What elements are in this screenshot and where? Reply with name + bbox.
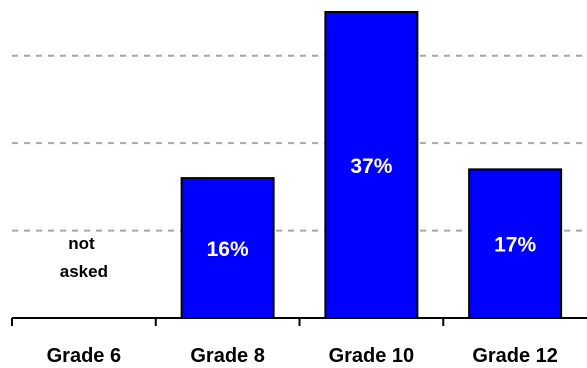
bar-grade-8 xyxy=(180,177,275,319)
value-label-grade-10: 37% xyxy=(350,155,392,178)
not-asked-line-2: asked xyxy=(60,262,108,281)
x-axis xyxy=(11,317,587,326)
bar-grade-12 xyxy=(468,168,563,319)
category-label-grade-6: Grade 6 xyxy=(47,345,121,367)
value-label-grade-8: 16% xyxy=(207,238,249,261)
category-label-grade-12: Grade 12 xyxy=(472,345,558,367)
not-asked-line-1: not xyxy=(68,234,95,253)
category-label-grade-10: Grade 10 xyxy=(329,345,415,367)
labels: not asked Grade 6 16% Grade 8 37% Grade 10 17… xyxy=(47,155,558,367)
category-label-grade-8: Grade 8 xyxy=(190,345,264,367)
value-label-grade-12: 17% xyxy=(494,234,536,257)
bar-grade-10 xyxy=(324,11,419,319)
not-asked-note: not asked xyxy=(60,234,108,281)
bars xyxy=(180,11,563,319)
